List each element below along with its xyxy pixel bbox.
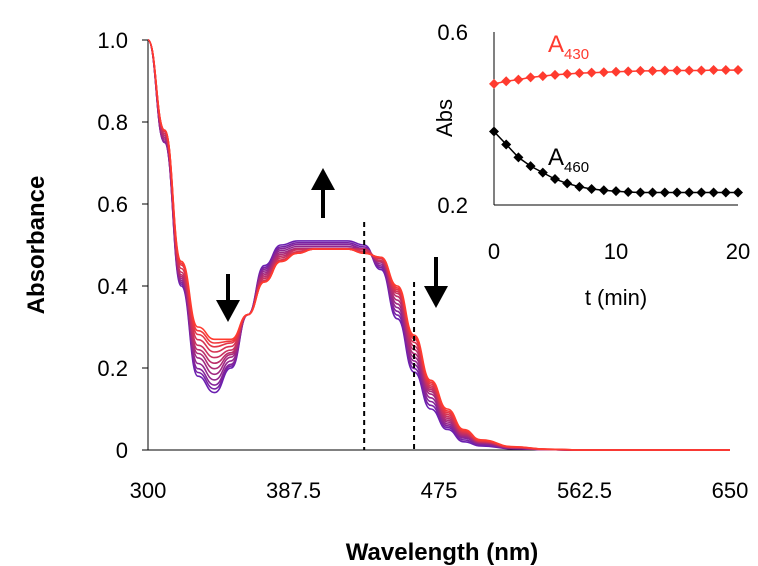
inset-data-point <box>513 74 524 85</box>
inset-data-point <box>513 152 524 163</box>
inset-data-point <box>684 187 695 198</box>
inset-data-point <box>720 187 731 198</box>
down-arrow-left <box>216 274 240 322</box>
absorbance-curve <box>147 39 730 451</box>
a430-label: A430 <box>548 31 589 63</box>
inset-data-point <box>586 183 597 194</box>
main-series-group <box>147 39 730 451</box>
main-x-tick-label: 475 <box>421 478 458 503</box>
inset-data-point <box>550 69 560 80</box>
inset-data-point <box>733 65 743 76</box>
inset-data-point <box>659 65 670 76</box>
inset-data-point <box>501 139 512 150</box>
inset-data-point <box>623 187 634 198</box>
inset-data-point <box>623 66 634 77</box>
inset-data-point <box>586 67 597 78</box>
y-axis-title: Absorbance <box>23 176 50 315</box>
inset-y-ticks: 0.2 0.6 <box>437 20 468 218</box>
main-y-tick-label: 0.8 <box>97 110 128 135</box>
a430-label-main: A <box>548 31 564 58</box>
reference-lines <box>363 222 416 450</box>
main-y-tick-label: 1.0 <box>97 28 128 53</box>
inset-data-point <box>647 65 658 76</box>
down-arrow-right <box>424 257 448 308</box>
inset-data-point <box>635 65 646 76</box>
main-x-ticks: 300 387.5 475 562.5 650 <box>130 478 749 503</box>
inset-x-ticks: 0 10 20 <box>488 239 750 264</box>
inset-data-point <box>489 78 499 89</box>
inset-data-point <box>672 65 682 76</box>
inset-x-axis-title: t (min) <box>585 285 647 310</box>
inset-data-point <box>647 187 658 198</box>
inset-data-point <box>708 187 719 198</box>
inset-x-tick-label: 10 <box>604 239 628 264</box>
inset-data-point <box>562 68 573 79</box>
inset-x-tick-label: 0 <box>488 239 500 264</box>
inset-data-point <box>708 65 719 76</box>
inset-data-point <box>574 181 585 192</box>
main-x-tick-label: 387.5 <box>266 478 321 503</box>
main-x-tick-label: 300 <box>130 478 167 503</box>
inset-data-point <box>635 187 646 198</box>
inset-data-point <box>611 186 621 197</box>
inset-data-point <box>733 187 743 198</box>
inset-data-point <box>659 187 670 198</box>
inset-data-point <box>574 68 585 79</box>
up-arrow <box>311 168 335 218</box>
main-y-tick-label: 0.2 <box>97 356 128 381</box>
inset-data-point <box>598 185 609 196</box>
inset-data-point <box>562 178 573 189</box>
inset-y-tick-label: 0.6 <box>437 20 468 45</box>
a430-label-sub: 430 <box>564 46 589 63</box>
inset-data-point <box>611 66 621 77</box>
inset-y-tick-label: 0.2 <box>437 193 468 218</box>
inset-series-group <box>489 65 743 198</box>
inset-data-point <box>525 72 536 83</box>
a460-label: A460 <box>548 144 589 176</box>
inset-x-tick-label: 20 <box>726 239 750 264</box>
inset-data-point <box>672 187 682 198</box>
inset-data-point <box>550 174 560 185</box>
inset-data-point <box>537 167 548 178</box>
main-y-tick-label: 0.4 <box>97 274 128 299</box>
inset-data-point <box>696 187 707 198</box>
main-x-tick-label: 562.5 <box>557 478 612 503</box>
x-axis-title: Wavelength (nm) <box>346 539 538 566</box>
main-x-tick-label: 650 <box>712 478 749 503</box>
a460-label-sub: 460 <box>564 159 589 176</box>
main-y-ticks: 0 0.2 0.4 0.6 0.8 1.0 <box>97 28 148 463</box>
main-y-tick-label: 0.6 <box>97 192 128 217</box>
inset-data-point <box>501 76 512 87</box>
inset-y-axis-title: Abs <box>432 99 457 137</box>
inset-data-point <box>489 126 499 137</box>
inset-data-point <box>525 161 536 172</box>
inset-data-point <box>684 65 695 76</box>
inset-data-point <box>720 65 731 76</box>
main-y-tick-label: 0 <box>116 438 128 463</box>
inset-data-point <box>598 67 609 78</box>
inset-data-point <box>696 65 707 76</box>
inset-data-point <box>537 71 548 82</box>
a460-label-main: A <box>548 144 564 171</box>
